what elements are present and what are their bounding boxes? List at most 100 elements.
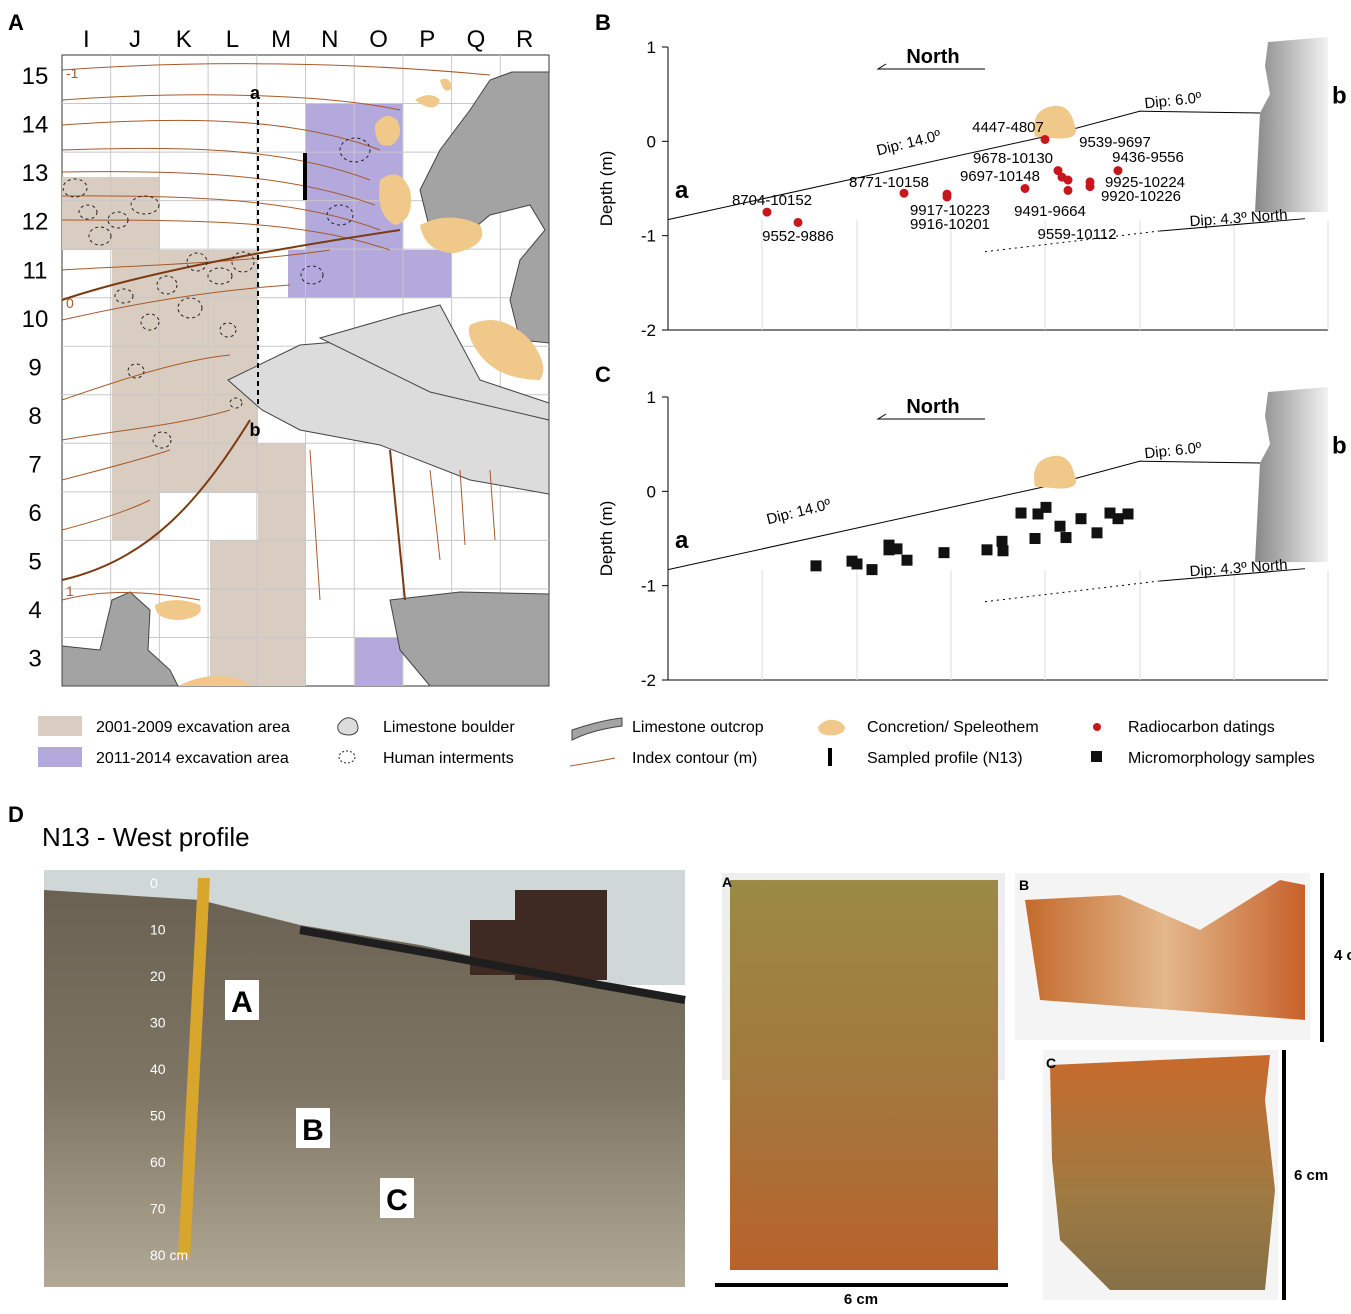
legend-swatch (38, 716, 82, 736)
y-tick-label: 0 (647, 132, 656, 151)
row-label: 15 (22, 63, 49, 90)
y-axis-label: Depth (m) (597, 501, 616, 577)
row-label: 10 (22, 306, 49, 333)
legend-label: Radiocarbon datings (1128, 719, 1275, 736)
thin-section-label: B (1019, 877, 1029, 893)
scale-label: 80 cm (150, 1247, 188, 1263)
y-tick-label: 1 (647, 38, 656, 57)
panel-label: B (595, 10, 611, 35)
profile-end: b (1332, 433, 1347, 460)
legend-swatch (828, 748, 832, 766)
micromorphology-sample (1076, 513, 1087, 524)
row-label: 3 (28, 646, 41, 673)
scale-label: 4 cm (1334, 947, 1351, 964)
y-tick-label: -1 (641, 577, 656, 596)
row-label: 12 (22, 209, 49, 236)
legend-swatch (338, 718, 358, 735)
date-label: 8704-10152 (732, 192, 812, 209)
legend-label: 2001-2009 excavation area (96, 719, 290, 736)
legend-swatch (570, 758, 615, 766)
radiocarbon-dating (1064, 176, 1073, 185)
thin-section (1050, 1055, 1275, 1290)
dip-line (985, 581, 1160, 602)
column-label: M (271, 26, 291, 53)
dip-label: Dip: 14.0º (875, 127, 943, 159)
date-label: 8771-10158 (849, 174, 929, 191)
contour-label: 1 (66, 583, 74, 599)
micromorphology-sample (1061, 532, 1072, 543)
y-tick-label: -2 (641, 321, 656, 340)
legend-label: Micromorphology samples (1128, 750, 1315, 767)
row-label: 11 (23, 257, 48, 284)
micromorphology-sample (997, 536, 1008, 547)
radiocarbon-dating (1086, 182, 1095, 191)
radiocarbon-dating (1021, 184, 1030, 193)
dip-label: Dip: 14.0º (765, 496, 833, 528)
column-label: R (516, 26, 533, 53)
unit-label: C (386, 1184, 408, 1217)
panel-label: C (595, 362, 611, 387)
profile-end: b (1332, 83, 1347, 110)
legend-label: Index contour (m) (632, 750, 757, 767)
unit-label: A (231, 986, 253, 1019)
micromorphology-sample (852, 558, 863, 569)
column-label: O (369, 26, 388, 53)
date-label: 9916-10201 (910, 216, 990, 233)
scale-label: 40 (150, 1061, 166, 1077)
micromorphology-sample (902, 555, 913, 566)
column-label: N (321, 26, 338, 53)
micromorphology-sample (1016, 508, 1027, 519)
scale-label: 6 cm (1294, 1167, 1328, 1184)
micromorphology-sample (1041, 502, 1052, 513)
page: A B C D a b -1 0 1 2001-2009 excavation … (0, 0, 1351, 1314)
legend: 2001-2009 excavation area 2011-2014 exca… (38, 716, 1315, 767)
date-label: 9559-10112 (1038, 226, 1117, 243)
legend-swatch (38, 747, 82, 767)
column-label: I (83, 26, 90, 53)
legend-label: Concretion/ Speleothem (867, 719, 1039, 736)
contour-label: 0 (66, 295, 74, 311)
y-tick-label: 1 (647, 388, 656, 407)
profile-photo (44, 870, 685, 1287)
north-label: North (906, 46, 959, 68)
radiocarbon-dating (1041, 135, 1050, 144)
dip-label: Dip: 4.3º North (1189, 556, 1288, 580)
date-label: 9491-9664 (1014, 203, 1086, 220)
scale-label: 10 (150, 922, 166, 938)
y-tick-label: 0 (647, 482, 656, 501)
date-label: 9697-10148 (960, 168, 1040, 185)
thin-section-label: C (1046, 1055, 1056, 1071)
scale-label: 0 (150, 875, 158, 891)
date-label: 9678-10130 (973, 150, 1053, 167)
photo-title: N13 - West profile (42, 822, 250, 852)
profile-end: b (250, 420, 261, 440)
y-tick-label: -1 (641, 227, 656, 246)
scale-label: 6 cm (844, 1291, 878, 1308)
thin-section (730, 880, 998, 1270)
row-label: 7 (28, 451, 41, 478)
legend-label: Limestone outcrop (632, 719, 764, 736)
legend-swatch (339, 751, 355, 763)
profile-end: a (675, 527, 689, 554)
rock-wall (1255, 387, 1328, 562)
micromorphology-sample (867, 564, 878, 575)
scale-label: 30 (150, 1015, 166, 1031)
column-label: P (419, 26, 435, 53)
micromorphology-sample (1092, 527, 1103, 538)
figure: A B C D a b -1 0 1 2001-2009 excavation … (0, 0, 1351, 1309)
row-label: 5 (28, 549, 41, 576)
radiocarbon-dating (1064, 186, 1073, 195)
row-label: 8 (28, 403, 41, 430)
speleothem (1034, 456, 1076, 489)
row-label: 9 (28, 354, 41, 381)
panel-label: A (8, 10, 24, 35)
unit-label: B (302, 1114, 324, 1147)
scale-label: 60 (150, 1154, 166, 1170)
north-label: North (906, 396, 959, 418)
dip-label: Dip: 6.0º (1144, 439, 1203, 462)
profile-end: a (250, 83, 261, 103)
legend-label: Sampled profile (N13) (867, 750, 1023, 767)
radiocarbon-dating (794, 218, 803, 227)
dip-label: Dip: 4.3º North (1189, 206, 1288, 230)
row-label: 13 (22, 160, 49, 187)
